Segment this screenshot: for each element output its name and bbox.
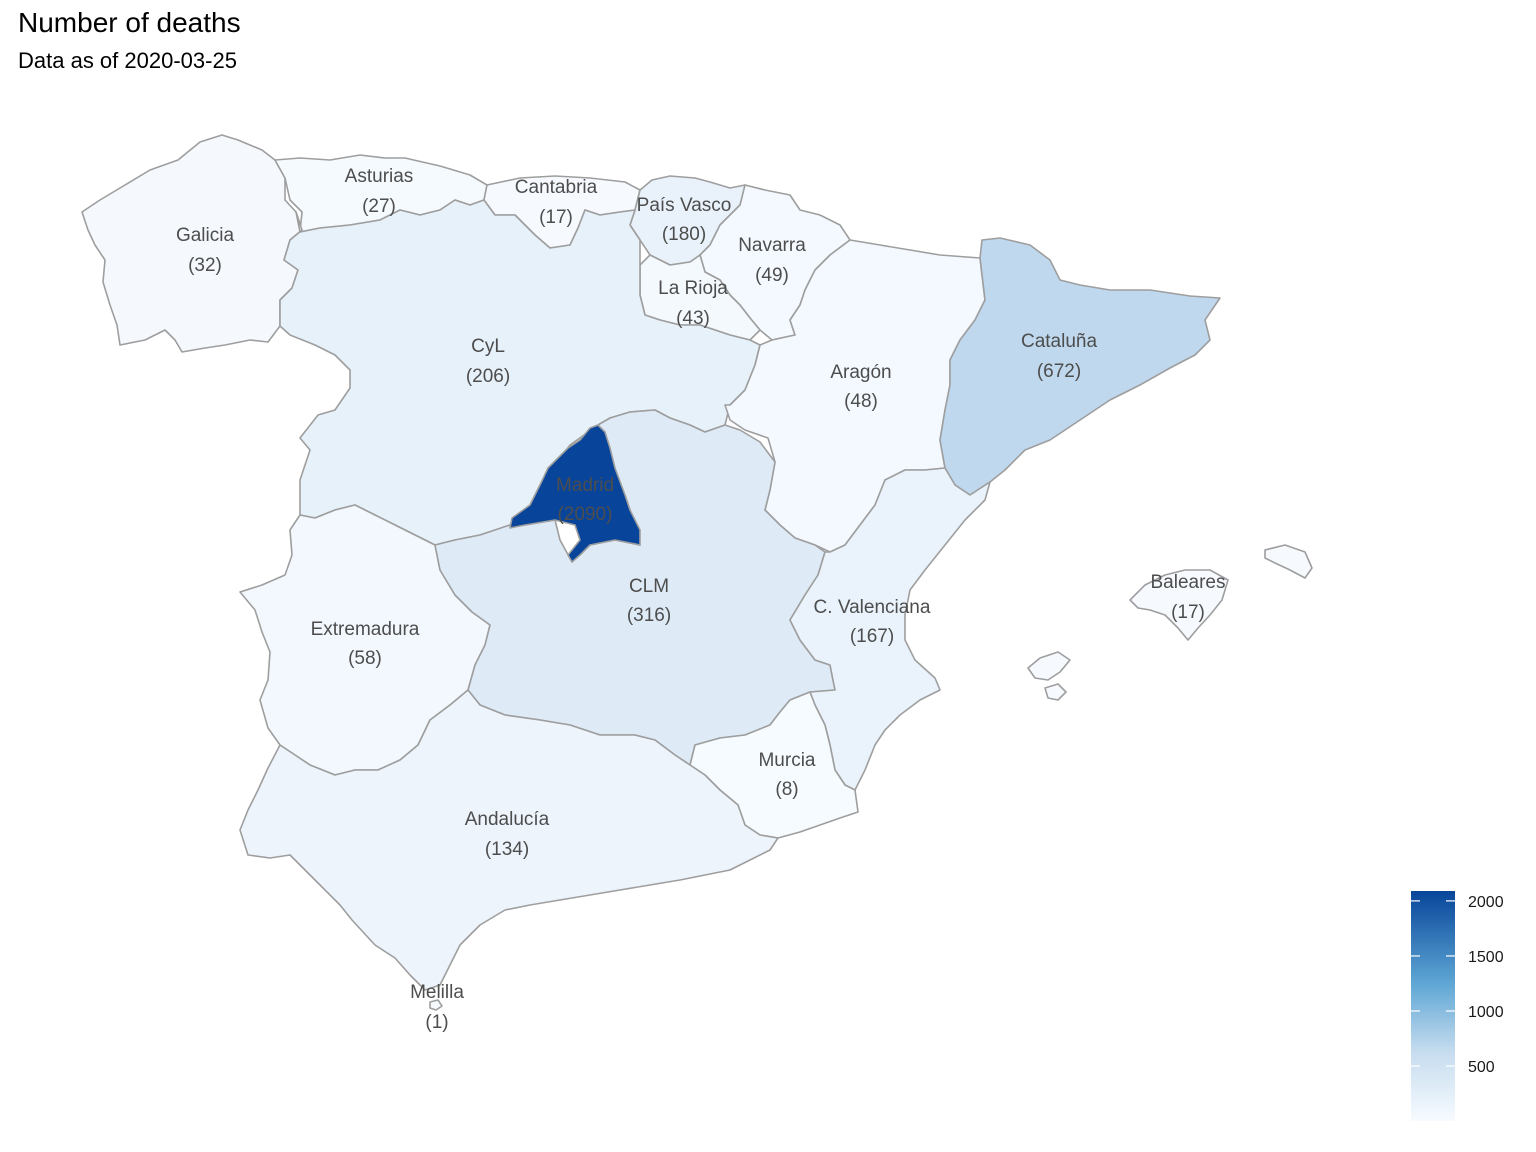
legend-tick-label: 500 xyxy=(1468,1059,1495,1076)
label-baleares-value: (17) xyxy=(1171,602,1205,623)
label-navarra-value: (49) xyxy=(755,265,789,286)
label-murcia-value: (8) xyxy=(775,779,798,800)
label-la-rioja-name: La Rioja xyxy=(658,278,728,299)
label-navarra-name: Navarra xyxy=(738,235,806,256)
region-baleares-mallorca xyxy=(1129,569,1229,641)
label-clm-value: (316) xyxy=(627,605,671,626)
label-aragon-value: (48) xyxy=(844,391,878,412)
chart-subtitle: Data as of 2020-03-25 xyxy=(18,48,237,73)
region-melilla xyxy=(429,999,443,1011)
legend-tick-label: 1500 xyxy=(1468,949,1504,966)
label-extremadura-name: Extremadura xyxy=(311,619,420,640)
region-baleares-menorca xyxy=(1264,544,1313,579)
legend-colorbar xyxy=(1411,891,1455,1121)
region-andalucia xyxy=(239,689,779,991)
color-legend: 500 1000 1500 2000 xyxy=(1411,891,1504,1121)
label-cyl-name: CyL xyxy=(471,336,505,357)
label-aragon-name: Aragón xyxy=(830,362,891,383)
label-madrid-name: Madrid xyxy=(556,475,614,496)
label-c-valenciana-name: C. Valenciana xyxy=(814,597,931,618)
label-cataluna-value: (672) xyxy=(1037,361,1081,382)
label-murcia-name: Murcia xyxy=(758,750,815,771)
label-asturias-name: Asturias xyxy=(345,166,414,187)
region-baleares-ibiza xyxy=(1027,651,1071,681)
chart-title: Number of deaths xyxy=(18,7,241,38)
label-clm-name: CLM xyxy=(629,576,669,597)
label-pais-vasco-value: (180) xyxy=(662,224,706,245)
label-andalucia-name: Andalucía xyxy=(465,809,550,830)
label-cyl-value: (206) xyxy=(466,366,510,387)
region-madrid xyxy=(509,424,641,563)
label-c-valenciana-value: (167) xyxy=(850,626,894,647)
label-galicia-name: Galicia xyxy=(176,225,235,246)
label-melilla-value: (1) xyxy=(425,1012,448,1033)
label-extremadura-value: (58) xyxy=(348,648,382,669)
region-baleares-formentera xyxy=(1044,683,1067,701)
label-melilla-name: Melilla xyxy=(410,982,464,1003)
label-cantabria-value: (17) xyxy=(539,207,573,228)
label-pais-vasco-name: País Vasco xyxy=(637,195,732,216)
label-la-rioja-value: (43) xyxy=(676,308,710,329)
label-asturias-value: (27) xyxy=(362,196,396,217)
label-baleares-name: Baleares xyxy=(1151,572,1226,593)
label-madrid-value: (2090) xyxy=(558,504,613,525)
legend-tick-label: 2000 xyxy=(1468,894,1504,911)
label-cataluna-name: Cataluña xyxy=(1021,331,1097,352)
label-cantabria-name: Cantabria xyxy=(515,177,598,198)
legend-tick-label: 1000 xyxy=(1468,1004,1504,1021)
label-andalucia-value: (134) xyxy=(485,839,529,860)
label-galicia-value: (32) xyxy=(188,255,222,276)
region-cataluna xyxy=(939,237,1221,496)
